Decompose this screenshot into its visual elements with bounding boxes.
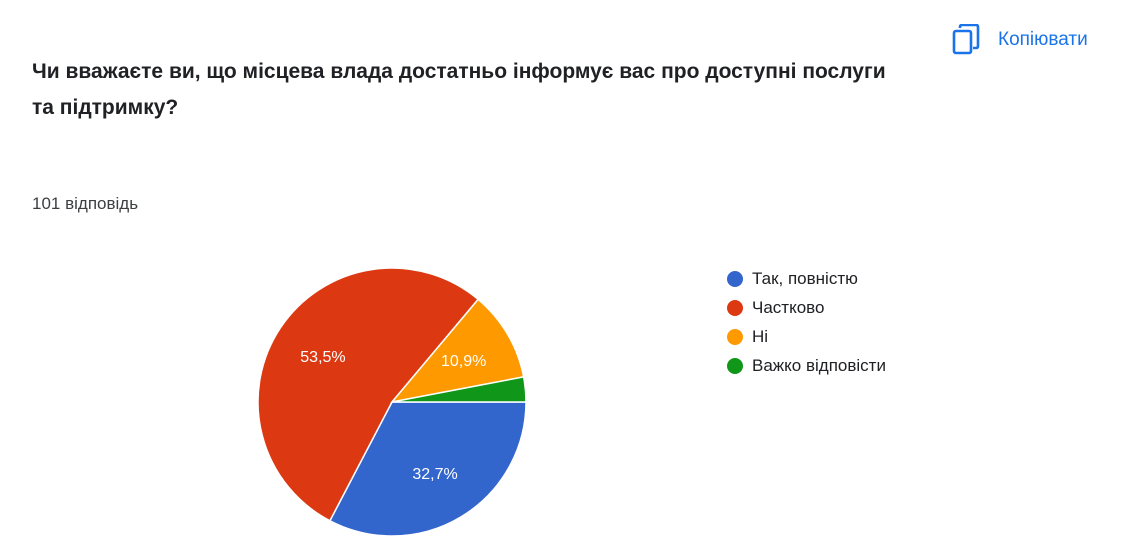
pie-slice-2[interactable] xyxy=(257,267,480,522)
copy-button-label: Копіювати xyxy=(998,29,1088,50)
legend-item-3[interactable]: Ні xyxy=(727,322,886,351)
chart-title: Чи вважаєте ви, що місцева влада достатн… xyxy=(32,60,886,119)
legend-item-4[interactable]: Важко відповісти xyxy=(727,351,886,380)
copy-button[interactable]: Копіювати xyxy=(952,22,1088,58)
pie-slice-1[interactable] xyxy=(328,401,527,537)
legend-label-1: Так, повністю xyxy=(752,268,858,288)
pie-data-label-2: 53,5% xyxy=(300,349,345,366)
legend: Так, повністю Частково Ні Важко відповісти xyxy=(727,264,886,380)
pie-slice-4[interactable] xyxy=(391,376,527,403)
copy-icon xyxy=(952,24,980,55)
legend-swatch-3 xyxy=(727,328,743,345)
legend-label-4: Важко відповісти xyxy=(752,355,886,375)
legend-swatch-2 xyxy=(727,299,743,316)
legend-label-3: Ні xyxy=(752,326,769,346)
response-count: 101 відповідь xyxy=(32,194,139,213)
pie-data-label-1: 32,7% xyxy=(412,466,457,483)
pie-data-label-3: 10,9% xyxy=(441,353,486,370)
legend-item-1[interactable]: Так, повністю xyxy=(727,264,886,293)
pie-slice-3[interactable] xyxy=(390,298,525,404)
legend-label-2: Частково xyxy=(752,297,825,317)
legend-item-2[interactable]: Частково xyxy=(727,293,886,322)
legend-swatch-1 xyxy=(727,270,743,287)
legend-swatch-4 xyxy=(727,357,743,374)
